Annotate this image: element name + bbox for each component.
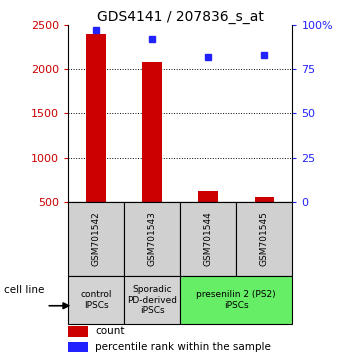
Text: GSM701542: GSM701542: [91, 212, 101, 266]
Bar: [255, 197, 274, 202]
Bar: [68, 342, 88, 353]
Bar: [124, 202, 180, 276]
Title: GDS4141 / 207836_s_at: GDS4141 / 207836_s_at: [97, 10, 264, 24]
Bar: [68, 276, 124, 324]
Text: GSM701543: GSM701543: [148, 211, 157, 267]
Text: Sporadic
PD-derived
iPSCs: Sporadic PD-derived iPSCs: [127, 285, 177, 315]
Bar: [68, 202, 124, 276]
Bar: [180, 276, 292, 324]
Bar: [142, 62, 162, 202]
Text: presenilin 2 (PS2)
iPSCs: presenilin 2 (PS2) iPSCs: [197, 290, 276, 310]
Text: percentile rank within the sample: percentile rank within the sample: [95, 342, 271, 352]
Text: GSM701544: GSM701544: [204, 212, 213, 266]
Bar: [124, 276, 180, 324]
Bar: [199, 191, 218, 202]
Bar: [180, 202, 236, 276]
Text: count: count: [95, 326, 124, 336]
Text: cell line: cell line: [4, 285, 44, 295]
Bar: [68, 326, 88, 337]
Bar: [236, 202, 292, 276]
Bar: [86, 34, 106, 202]
Text: GSM701545: GSM701545: [260, 211, 269, 267]
Text: control
IPSCs: control IPSCs: [80, 290, 112, 310]
